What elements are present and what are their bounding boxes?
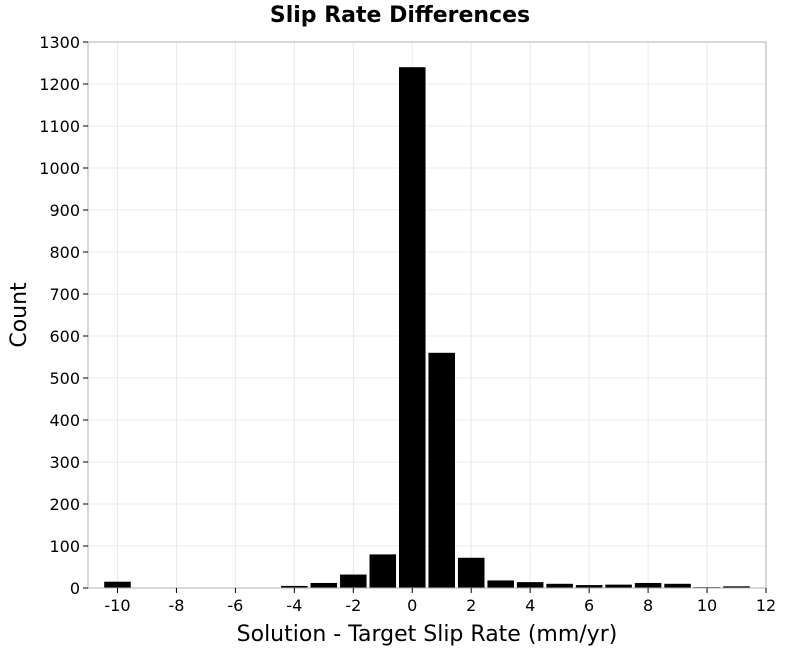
x-tick-label: -8	[168, 596, 184, 615]
y-tick-label: 400	[49, 411, 80, 430]
y-tick-label: 700	[49, 285, 80, 304]
y-tick-label: 500	[49, 369, 80, 388]
histogram-bar	[723, 586, 750, 588]
bars	[104, 67, 750, 588]
y-axis-label: Count	[7, 282, 32, 348]
y-tick-label: 1200	[39, 75, 80, 94]
x-tick-label: 2	[466, 596, 476, 615]
histogram-bar	[634, 582, 662, 588]
grid-lines	[88, 41, 767, 589]
y-tick-label: 1000	[39, 159, 80, 178]
y-tick-label: 900	[49, 201, 80, 220]
histogram-bar	[546, 583, 573, 588]
histogram-bar	[457, 557, 485, 588]
y-tick-label: 200	[49, 495, 80, 514]
histogram-bar	[428, 352, 456, 588]
chart-title: Slip Rate Differences	[270, 3, 530, 28]
x-axis-ticks: -10 -8 -6 -4 -2 0 2 4 6 8 10 12	[104, 588, 776, 615]
histogram-bar	[369, 554, 397, 588]
x-axis-label: Solution - Target Slip Rate (mm/yr)	[237, 622, 618, 647]
x-tick-label: -4	[286, 596, 302, 615]
y-tick-label: 300	[49, 453, 80, 472]
histogram-bar	[281, 585, 308, 588]
histogram-bar	[605, 584, 632, 588]
plot-frame	[87, 41, 767, 589]
x-tick-label: 6	[584, 596, 594, 615]
x-tick-label: -6	[227, 596, 243, 615]
x-tick-label: -2	[345, 596, 361, 615]
y-tick-label: 1300	[39, 33, 80, 52]
histogram-bar	[516, 582, 544, 588]
x-tick-label: 10	[697, 596, 717, 615]
x-tick-label: 8	[643, 596, 653, 615]
histogram-bar	[340, 574, 367, 588]
y-tick-label: 800	[49, 243, 80, 262]
y-tick-label: 600	[49, 327, 80, 346]
x-tick-label: 12	[756, 596, 776, 615]
histogram-bar	[487, 580, 514, 588]
x-tick-label: 4	[525, 596, 535, 615]
histogram-bar	[104, 581, 131, 588]
y-tick-label: 0	[70, 579, 80, 598]
y-tick-label: 100	[49, 537, 80, 556]
y-tick-label: 1100	[39, 117, 80, 136]
y-axis-ticks: 0 100 200 300 400 500 600 700 800 900 1000 1100 1200…	[39, 33, 88, 598]
x-tick-label: -10	[104, 596, 130, 615]
histogram-bar	[664, 583, 691, 588]
histogram-bar	[398, 67, 426, 588]
x-tick-label: 0	[407, 596, 417, 615]
histogram-bar	[575, 585, 603, 588]
histogram-bar	[310, 582, 338, 588]
